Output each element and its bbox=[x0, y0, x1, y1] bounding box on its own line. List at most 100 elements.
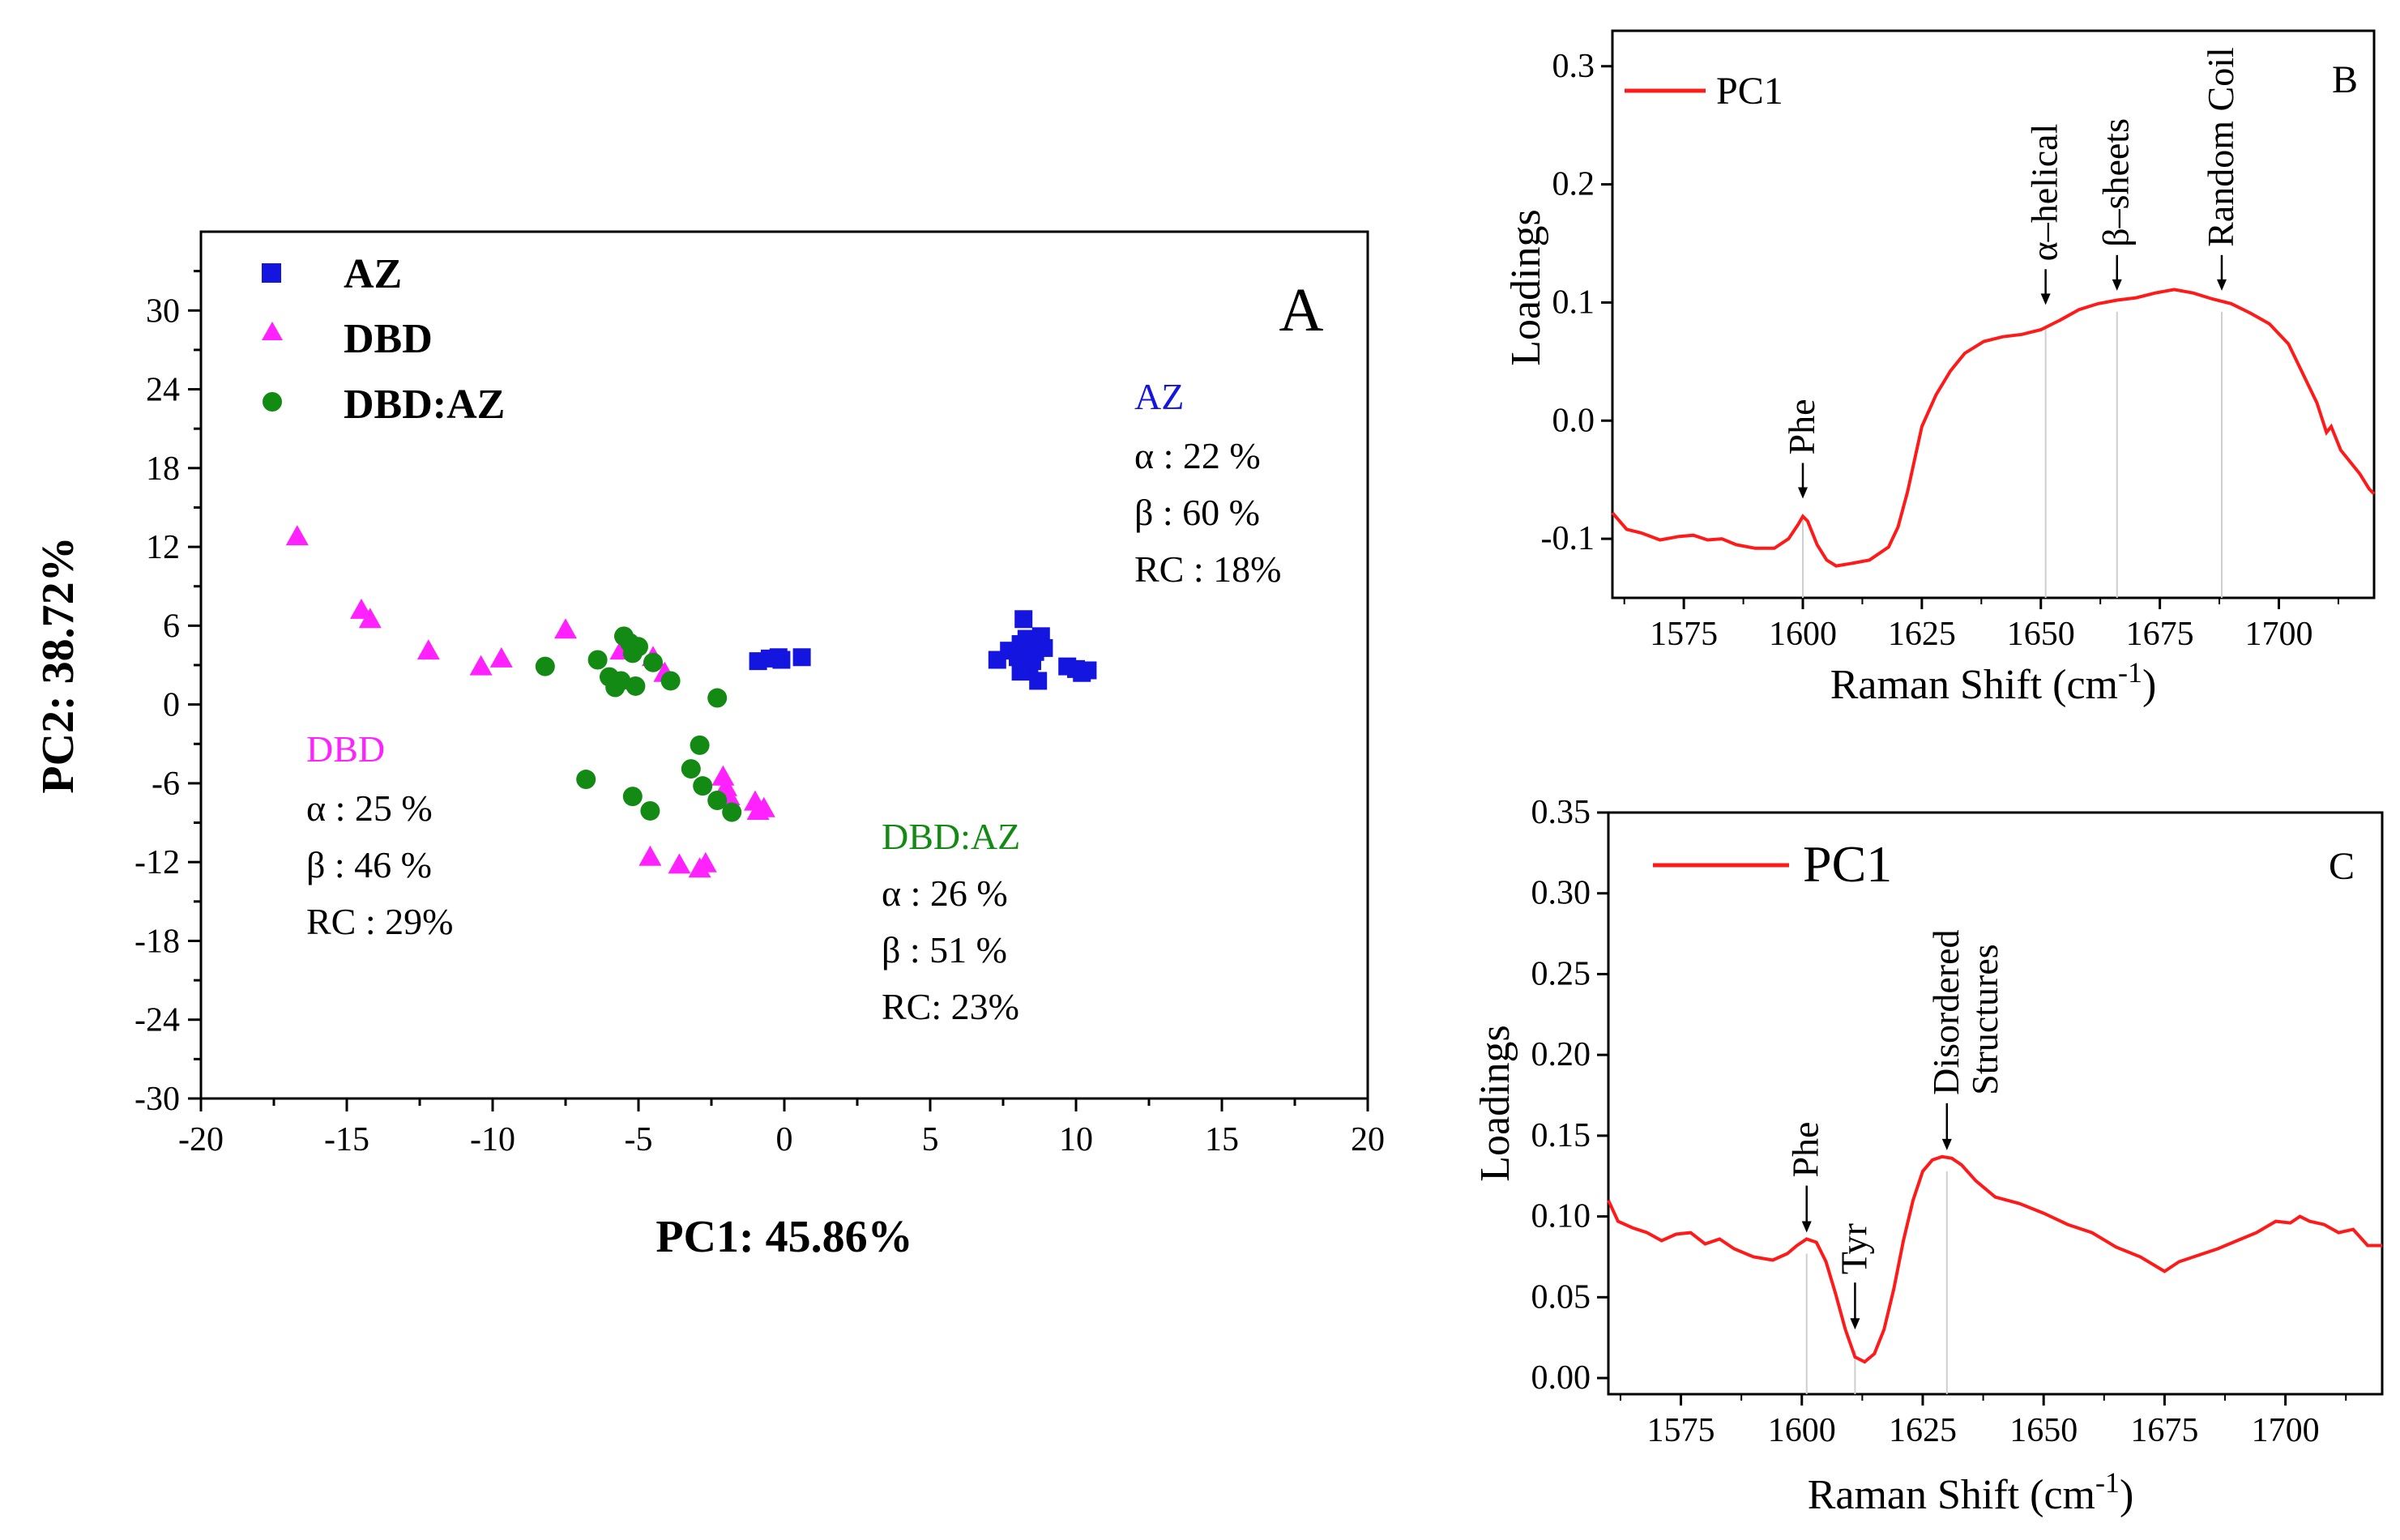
marker-label: α–helical bbox=[2024, 124, 2065, 262]
point-dbd bbox=[358, 608, 382, 629]
panel-c-x-label-text: Raman Shift (cm bbox=[1808, 1472, 2095, 1518]
y-tick-label: 0.3 bbox=[1552, 48, 1595, 85]
point-dbdaz bbox=[681, 759, 701, 779]
point-dbdaz bbox=[535, 656, 555, 676]
annotation-dbd-line: RC : 29% bbox=[306, 901, 453, 942]
panel-c-y-ticks: 0.00 0.05 0.10 0.15 0.20 0.25 0.30 0.35 bbox=[1531, 794, 1608, 1397]
point-dbdaz bbox=[707, 790, 728, 810]
x-tick-label: -10 bbox=[470, 1121, 515, 1158]
point-dbd bbox=[668, 853, 691, 874]
x-tick-label: 1600 bbox=[1769, 616, 1837, 653]
panel-a-x-ticks: -20 -15 -10 -5 0 5 10 15 20 bbox=[178, 1098, 1385, 1158]
panel-b-x-label-sup: -1 bbox=[2118, 656, 2142, 689]
point-dbd bbox=[752, 796, 775, 817]
y-tick-label: 0 bbox=[163, 687, 180, 724]
point-dbdaz bbox=[643, 652, 663, 672]
y-tick-label: 0.10 bbox=[1531, 1198, 1591, 1235]
x-tick-label: -20 bbox=[178, 1121, 224, 1158]
panel-c-x-label-sup: -1 bbox=[2095, 1466, 2120, 1499]
panel-c-frame bbox=[1607, 811, 2384, 1396]
marker-label: Structures bbox=[1964, 944, 2005, 1095]
y-tick-label: 18 bbox=[146, 450, 180, 488]
annotation-dbd-line: β : 46 % bbox=[306, 844, 432, 885]
point-dbd bbox=[711, 765, 735, 786]
legend-marker-dbd bbox=[262, 322, 283, 340]
point-az bbox=[792, 648, 811, 667]
marker-arrowhead bbox=[1941, 1138, 1952, 1150]
point-dbd bbox=[489, 646, 513, 668]
annotation-dbd: DBD α : 25 % β : 46 % RC : 29% bbox=[306, 728, 453, 942]
legend-label-az: AZ bbox=[344, 251, 402, 297]
point-dbd bbox=[638, 845, 662, 866]
panel-c-series-pc1 bbox=[1607, 1154, 2382, 1364]
panel-c-x-label-end: ) bbox=[2120, 1472, 2133, 1518]
point-dbdaz bbox=[626, 676, 646, 696]
x-tick-label: 1650 bbox=[2009, 1412, 2078, 1449]
marker-label: Phe bbox=[1785, 1122, 1826, 1178]
point-dbdaz bbox=[629, 637, 648, 657]
panel-a-y-ticks: -30 -24 -18 -12 -6 0 6 12 18 24 30 bbox=[135, 270, 201, 1118]
y-tick-label: 30 bbox=[146, 292, 180, 330]
point-dbdaz bbox=[722, 802, 742, 822]
annotation-dbdaz-line: β : 51 % bbox=[882, 929, 1007, 970]
y-tick-label: 0.1 bbox=[1552, 284, 1595, 321]
point-dbd bbox=[694, 851, 717, 872]
annotation-az-line: RC : 18% bbox=[1134, 548, 1281, 590]
annotation-az-title: AZ bbox=[1134, 376, 1184, 417]
panel-b-y-label: Loadings bbox=[1503, 209, 1549, 366]
x-tick-label: 1625 bbox=[1888, 616, 1956, 653]
y-tick-label: 12 bbox=[146, 529, 180, 566]
x-tick-label: 0 bbox=[776, 1121, 793, 1158]
point-az bbox=[772, 651, 791, 669]
y-tick-label: -24 bbox=[135, 1002, 180, 1039]
panel-c-x-label: Raman Shift (cm-1) bbox=[1808, 1466, 2134, 1518]
panel-a-y-label: PC2: 38.72% bbox=[33, 536, 83, 793]
y-tick-label: -0.1 bbox=[1541, 520, 1595, 557]
y-tick-label: 0.0 bbox=[1552, 402, 1595, 439]
y-tick-label: 0.35 bbox=[1531, 794, 1591, 831]
panel-b-band-markers: α–helical β–sheets Random Coil Phe bbox=[1781, 47, 2241, 499]
panel-a-x-label: PC1: 45.86% bbox=[656, 1212, 912, 1262]
point-dbdaz bbox=[690, 735, 710, 755]
panel-a-letter: A bbox=[1279, 276, 1324, 344]
x-tick-label: -5 bbox=[625, 1121, 653, 1158]
panel-b-x-label-end: ) bbox=[2142, 662, 2156, 708]
x-tick-label: 1625 bbox=[1889, 1412, 1957, 1449]
point-az bbox=[1035, 638, 1053, 657]
point-dbdaz bbox=[622, 787, 643, 807]
annotation-dbd-title: DBD bbox=[306, 728, 385, 770]
panel-a-scatter: -20 -15 -10 -5 0 5 10 15 20 -30 -24 -18 -12 -6 0 6 12 18… bbox=[33, 230, 1385, 1262]
x-tick-label: -15 bbox=[324, 1121, 369, 1158]
point-dbdaz bbox=[611, 671, 631, 691]
point-dbdaz bbox=[576, 770, 596, 790]
annotation-dbdaz-line: α : 26 % bbox=[882, 872, 1008, 914]
point-dbd bbox=[416, 639, 440, 660]
annotation-az: AZ α : 22 % β : 60 % RC : 18% bbox=[1134, 376, 1281, 590]
y-tick-label: -30 bbox=[135, 1081, 180, 1118]
annotation-dbdaz: DBD:AZ α : 26 % β : 51 % RC: 23% bbox=[882, 816, 1020, 1027]
annotation-dbd-line: α : 25 % bbox=[306, 787, 433, 829]
point-dbdaz bbox=[693, 776, 713, 796]
x-tick-label: 1700 bbox=[2245, 616, 2313, 653]
marker-arrowhead bbox=[1798, 487, 1808, 499]
x-tick-label: 5 bbox=[922, 1121, 939, 1158]
point-az bbox=[1029, 672, 1048, 690]
point-dbd bbox=[554, 618, 577, 639]
panel-b-letter: B bbox=[2332, 58, 2358, 101]
marker-label: Random Coil bbox=[2200, 47, 2241, 247]
panel-b-marker-lines bbox=[1802, 311, 2223, 598]
panel-c-y-label: Loadings bbox=[1472, 1025, 1518, 1182]
legend-label-dbdaz: DBD:AZ bbox=[344, 382, 505, 428]
panel-c-legend-label: PC1 bbox=[1803, 835, 1892, 893]
point-dbd bbox=[469, 655, 493, 676]
y-tick-label: 0.00 bbox=[1531, 1359, 1591, 1397]
y-tick-label: -6 bbox=[152, 766, 180, 803]
point-dbd bbox=[285, 525, 309, 546]
x-tick-label: 1575 bbox=[1650, 616, 1718, 653]
y-tick-label: 0.15 bbox=[1531, 1117, 1591, 1154]
marker-label: β–sheets bbox=[2095, 118, 2137, 247]
y-tick-label: 6 bbox=[163, 608, 180, 645]
panel-b-x-ticks: 1575 1600 1625 1650 1675 1700 bbox=[1623, 598, 2339, 653]
panel-b-x-label-text: Raman Shift (cm bbox=[1830, 662, 2118, 708]
marker-arrowhead bbox=[1801, 1221, 1812, 1233]
